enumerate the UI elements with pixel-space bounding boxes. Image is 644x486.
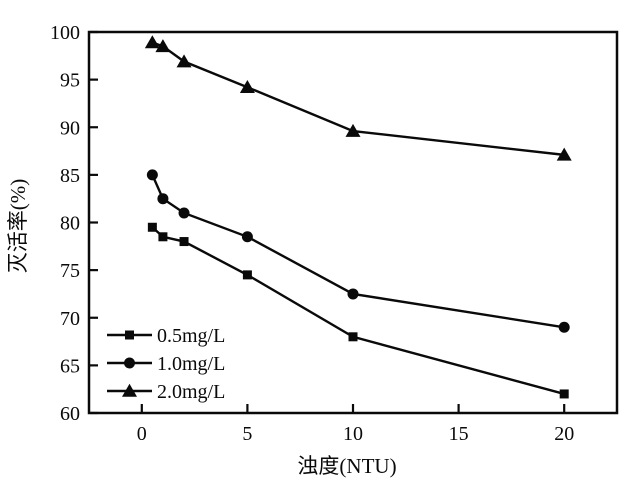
- data-point-0.5mg/L: [147, 222, 157, 232]
- data-point-0.5mg/L: [158, 232, 168, 242]
- x-tick-label: 20: [554, 423, 574, 445]
- plot-border: [87, 30, 619, 415]
- y-tick-label: 95: [60, 70, 80, 92]
- x-tick-label: 10: [343, 423, 363, 445]
- data-point-2.0mg/L: [345, 123, 361, 137]
- y-tick-label: 75: [60, 260, 80, 282]
- data-point-0.5mg/L: [348, 332, 358, 342]
- data-point-1.0mg/L: [241, 231, 253, 243]
- series-line-1.0mg/L: [151, 174, 565, 329]
- data-point-1.0mg/L: [178, 207, 190, 219]
- legend-label: 1.0mg/L: [157, 353, 225, 375]
- y-tick-label: 60: [60, 403, 80, 425]
- data-point-2.0mg/L: [144, 35, 160, 49]
- legend-marker-square: [125, 330, 134, 340]
- data-point-2.0mg/L: [239, 80, 255, 94]
- data-point-0.5mg/L: [179, 237, 189, 247]
- data-point-1.0mg/L: [146, 169, 158, 181]
- legend-label: 0.5mg/L: [157, 325, 225, 347]
- x-tick-label: 0: [137, 423, 147, 445]
- data-point-1.0mg/L: [558, 321, 570, 333]
- x-tick-label: 5: [242, 423, 252, 445]
- data-point-1.0mg/L: [347, 288, 359, 300]
- y-tick-label: 80: [60, 213, 80, 235]
- x-tick-label: 15: [449, 423, 469, 445]
- y-tick-label: 90: [60, 117, 80, 139]
- data-point-2.0mg/L: [155, 39, 171, 53]
- legend-label: 2.0mg/L: [157, 381, 225, 403]
- data-point-0.5mg/L: [242, 270, 252, 280]
- legend-marker-triangle: [122, 383, 137, 397]
- y-axis-title: 灭活率(%): [6, 178, 30, 274]
- y-tick-label: 85: [60, 165, 80, 187]
- data-point-2.0mg/L: [556, 147, 572, 161]
- y-tick-label: 65: [60, 355, 80, 377]
- series-line-2.0mg/L: [151, 41, 565, 157]
- x-axis-title: 浊度(NTU): [297, 454, 397, 478]
- data-point-1.0mg/L: [157, 193, 169, 205]
- data-point-2.0mg/L: [176, 54, 192, 68]
- legend-marker-circle: [124, 357, 135, 369]
- y-tick-label: 100: [50, 22, 80, 44]
- data-point-0.5mg/L: [559, 389, 569, 399]
- y-tick-label: 70: [60, 308, 80, 330]
